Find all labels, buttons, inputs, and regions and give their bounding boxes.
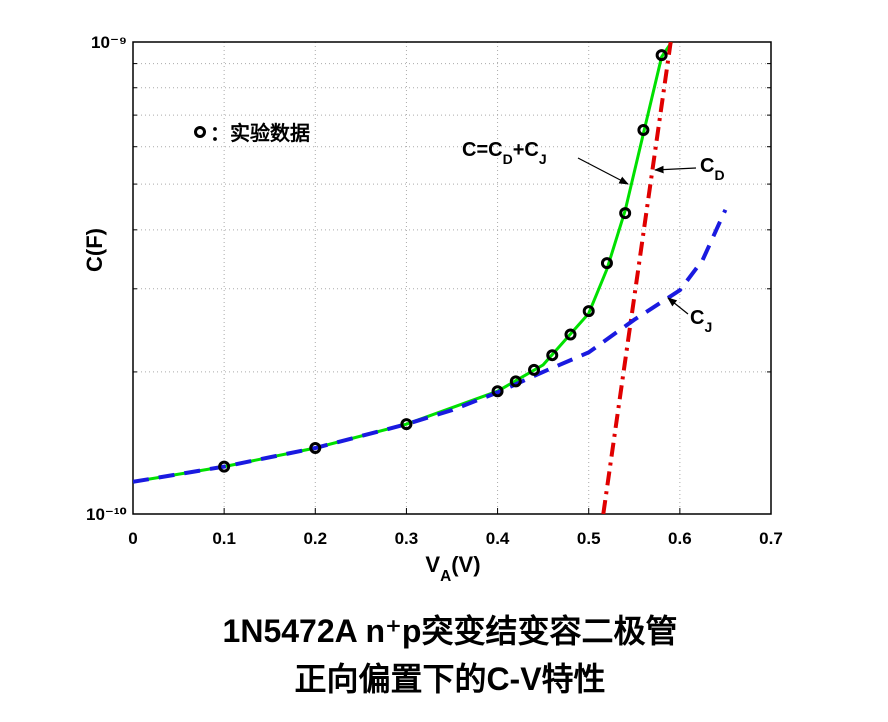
data-point xyxy=(400,418,413,431)
label-part: D xyxy=(714,167,724,183)
label: CD xyxy=(700,155,725,183)
plot-frame xyxy=(132,41,772,515)
label-part: C xyxy=(690,307,704,329)
data-point xyxy=(619,207,632,220)
x-tick-label: 0.2 xyxy=(303,529,327,548)
data-point xyxy=(218,460,231,473)
annotation-arrow xyxy=(577,157,629,185)
chart-title: 1N5472A n⁺p突变结变容二极管 xyxy=(223,613,678,649)
y-tick-label: 10⁻⁹ xyxy=(91,33,127,52)
label-part: C xyxy=(700,155,714,177)
data-point xyxy=(564,328,577,341)
label-part: J xyxy=(704,319,712,335)
data-point xyxy=(528,363,541,376)
label-part: V xyxy=(425,552,440,577)
data-point xyxy=(546,349,559,362)
data-point xyxy=(491,385,504,398)
annotation-arrow xyxy=(654,165,697,174)
label-part: +C xyxy=(513,139,539,161)
y-tick-label: 10⁻¹⁰ xyxy=(86,505,127,524)
legend-label: ：实验数据 xyxy=(210,121,310,145)
x-tick-label: 0 xyxy=(128,529,137,548)
label: C=CD+CJ xyxy=(462,139,547,167)
label-part: (V) xyxy=(451,552,480,577)
label: CJ xyxy=(690,307,712,335)
x-tick-label: 0.3 xyxy=(395,529,419,548)
x-tick-label: 0.4 xyxy=(486,529,510,548)
annotation-arrow xyxy=(667,297,689,315)
chart-title: 正向偏置下的C-V特性 xyxy=(294,661,605,697)
x-tick-label: 0.7 xyxy=(759,529,783,548)
series-line xyxy=(601,42,673,514)
label-part: A xyxy=(440,568,451,585)
label-part: J xyxy=(539,151,547,167)
x-tick-label: 0.6 xyxy=(668,529,692,548)
data-point xyxy=(655,49,668,62)
x-tick-label: 0.1 xyxy=(212,529,236,548)
data-point xyxy=(582,305,595,318)
label: VA(V) xyxy=(425,552,480,585)
data-point xyxy=(600,257,613,270)
data-point xyxy=(309,441,322,454)
legend-marker xyxy=(194,126,206,138)
label-part: D xyxy=(503,151,513,167)
x-tick-label: 0.5 xyxy=(577,529,601,548)
y-axis-label: C(F) xyxy=(82,228,107,272)
label-part: C=C xyxy=(462,139,503,161)
data-point xyxy=(637,123,650,136)
data-point xyxy=(509,375,522,388)
